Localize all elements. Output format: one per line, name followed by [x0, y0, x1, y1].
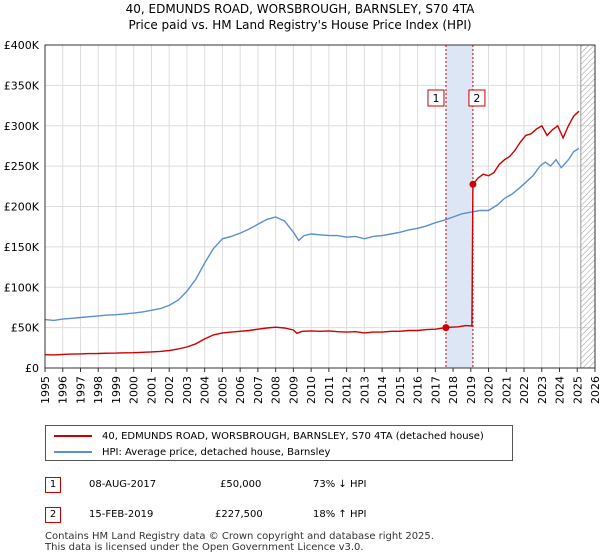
series-line-hpi — [44, 147, 580, 322]
legend-item-hpi: HPI: Average price, detached house, Barn… — [54, 444, 330, 460]
x-tick-label: 2024 — [554, 376, 567, 404]
x-tick-label: 2005 — [216, 376, 229, 404]
plot-frame — [44, 44, 596, 369]
x-tick-label: 2023 — [536, 376, 549, 404]
x-tick-label: 2007 — [252, 376, 265, 404]
x-tick-label: 1998 — [92, 376, 105, 404]
x-tick-label: 2003 — [181, 376, 194, 404]
x-tick-label: 2004 — [199, 376, 212, 404]
transaction-price: £50,000 — [220, 479, 262, 490]
x-tick-label: 2010 — [305, 376, 318, 404]
x-tick-label: 2000 — [128, 376, 141, 404]
marker-badge-box — [468, 89, 486, 107]
x-tick-label: 2006 — [234, 376, 247, 404]
x-tick-label: 2013 — [358, 376, 371, 404]
y-tick-label: £300K — [4, 120, 40, 133]
sale-point — [442, 324, 450, 332]
legend-label-hpi: HPI: Average price, detached house, Barn… — [102, 446, 331, 458]
chart-subtitle: Price paid vs. HM Land Registry's House … — [128, 18, 472, 32]
y-tick-label: £200K — [4, 201, 40, 214]
y-tick-label: £100K — [4, 281, 40, 294]
x-tick-label: 2025 — [571, 376, 584, 404]
y-tick-label: £0 — [25, 362, 39, 375]
footer-copyright: Contains HM Land Registry data © Crown c… — [45, 531, 434, 542]
x-tick-label: 2015 — [394, 376, 407, 404]
series-line-property — [44, 110, 580, 356]
x-tick-label: 2009 — [287, 376, 300, 404]
transaction-number-badge: 2 — [45, 507, 61, 523]
y-tick-label: £50K — [11, 322, 40, 335]
footer-licence: This data is licensed under the Open Gov… — [45, 542, 364, 553]
transaction-number-badge: 1 — [45, 477, 61, 493]
y-tick-label: £400K — [4, 39, 40, 52]
x-tick-label: 2026 — [589, 376, 600, 404]
x-tick-label: 2002 — [163, 376, 176, 404]
x-tick-label: 2011 — [323, 376, 336, 404]
x-tick-label: 1996 — [57, 376, 70, 404]
marker-badge: 2 — [468, 89, 486, 107]
marker-badge-box — [427, 89, 445, 107]
y-tick-label: £350K — [4, 79, 40, 92]
x-tick-label: 2008 — [270, 376, 283, 404]
legend-label-property: 40, EDMUNDS ROAD, WORSBROUGH, BARNSLEY, … — [102, 430, 484, 442]
x-tick-label: 1997 — [74, 376, 87, 404]
x-tick-label: 2018 — [447, 376, 460, 404]
chart-legend: 40, EDMUNDS ROAD, WORSBROUGH, BARNSLEY, … — [45, 425, 513, 461]
sale-point — [469, 180, 477, 188]
legend-item-property: 40, EDMUNDS ROAD, WORSBROUGH, BARNSLEY, … — [54, 428, 484, 444]
marker-badge: 1 — [427, 89, 445, 107]
x-tick-label: 1995 — [39, 376, 52, 404]
legend-swatch-property — [54, 435, 92, 437]
transaction-row: 2 15-FEB-2019 £227,500 18% ↑ HPI — [45, 507, 565, 527]
forecast-hatch — [580, 45, 595, 368]
x-tick-label: 2020 — [483, 376, 496, 404]
legend-swatch-hpi — [54, 451, 92, 453]
transaction-hpi: 73% ↓ HPI — [313, 479, 367, 490]
x-tick-label: 2014 — [376, 376, 389, 404]
transaction-price: £227,500 — [215, 509, 263, 520]
marker-badge-label: 2 — [473, 92, 480, 105]
transaction-hpi: 18% ↑ HPI — [313, 509, 367, 520]
x-tick-label: 2017 — [429, 376, 442, 404]
marker-badge-label: 1 — [432, 92, 439, 105]
y-tick-label: £250K — [4, 160, 40, 173]
transaction-date: 15-FEB-2019 — [89, 509, 154, 520]
transaction-row: 1 08-AUG-2017 £50,000 73% ↓ HPI — [45, 477, 565, 497]
chart-title: 40, EDMUNDS ROAD, WORSBROUGH, BARNSLEY, … — [125, 2, 475, 16]
x-tick-label: 1999 — [110, 376, 123, 404]
x-tick-label: 2021 — [500, 376, 513, 404]
x-tick-label: 2019 — [465, 376, 478, 404]
price-chart: 1 2 1995 1996 1997 1998 1999 2000 2001 2002 2003 2… — [4, 39, 600, 404]
x-tick-label: 2016 — [412, 376, 425, 404]
y-tick-label: £150K — [4, 241, 40, 254]
x-tick-label: 2001 — [145, 376, 158, 404]
x-tick-label: 2012 — [341, 376, 354, 404]
x-tick-label: 2022 — [518, 376, 531, 404]
transaction-date: 08-AUG-2017 — [89, 479, 157, 490]
